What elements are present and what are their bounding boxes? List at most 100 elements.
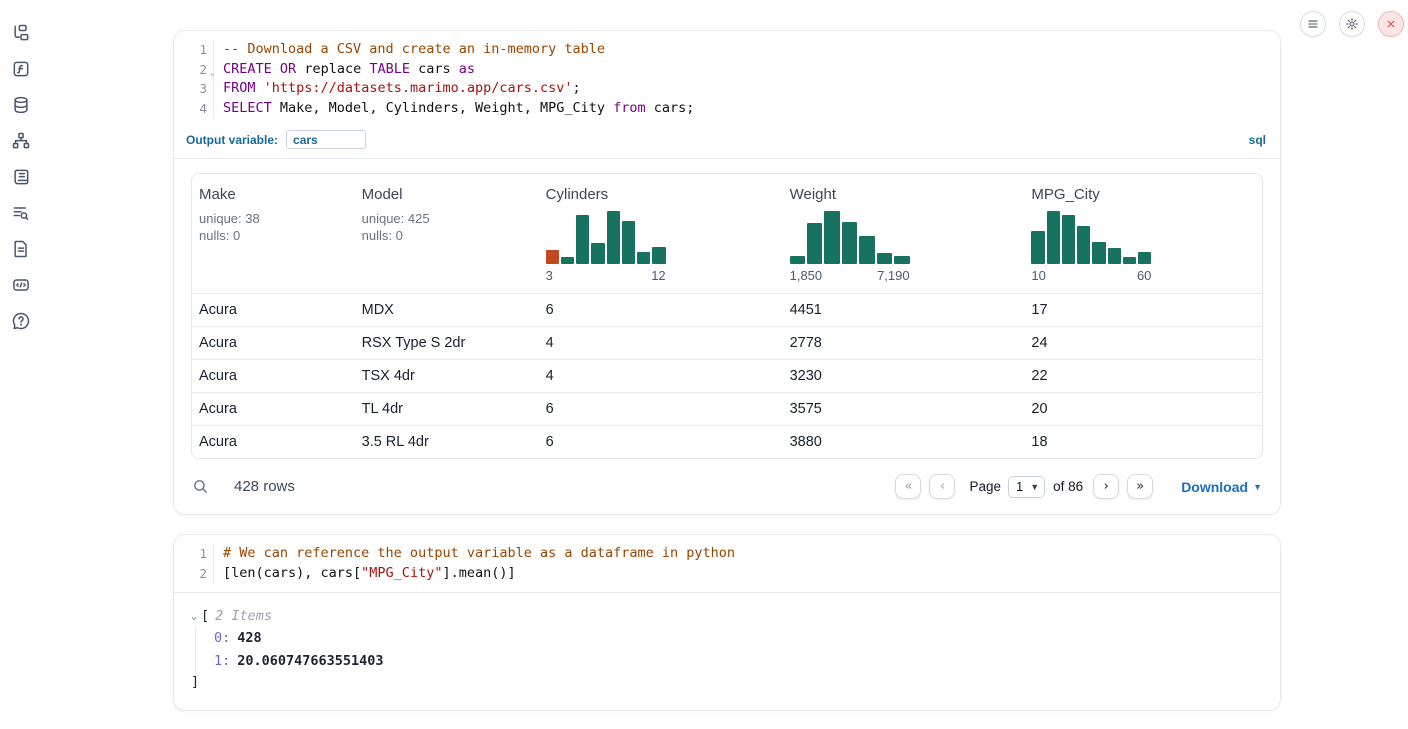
- table-row[interactable]: Acura TSX 4dr 4 3230 22: [192, 359, 1262, 392]
- logs-icon[interactable]: [10, 202, 32, 224]
- download-button[interactable]: Download ▼: [1181, 479, 1262, 495]
- table-cell: Acura: [199, 302, 237, 318]
- file-explorer-icon[interactable]: [10, 22, 32, 44]
- row-count: 428 rows: [234, 478, 295, 495]
- column-name: MPG_City: [1031, 186, 1100, 203]
- histogram-bar: [1031, 230, 1045, 264]
- gear-button[interactable]: [1339, 11, 1365, 37]
- code-line[interactable]: 1 # We can reference the output variable …: [174, 544, 1280, 564]
- line-number: 3: [174, 79, 214, 99]
- table-cell: 4: [545, 368, 554, 384]
- histogram-bar: [789, 255, 806, 264]
- fold-chevron-icon[interactable]: ⌄: [209, 67, 215, 78]
- table-cell: 3880: [789, 434, 822, 450]
- table-row[interactable]: Acura 3.5 RL 4dr 6 3880 18: [192, 425, 1262, 458]
- python-code-editor[interactable]: 1 # We can reference the output variable …: [174, 535, 1280, 593]
- code-text: [len(cars), cars["MPG_City"].mean()]: [223, 564, 516, 581]
- histogram-bar: [576, 215, 590, 264]
- output-variable-bar: Output variable: sql: [174, 127, 1280, 159]
- search-icon[interactable]: [192, 478, 209, 495]
- code-text: SELECT Make, Model, Cylinders, Weight, M…: [223, 99, 695, 116]
- code-line[interactable]: 4 SELECT Make, Model, Cylinders, Weight, …: [174, 98, 1280, 118]
- table-cell: 4: [545, 335, 554, 351]
- column-histogram: 10 60: [1031, 211, 1152, 283]
- column-header-model[interactable]: Model unique: 425 nulls: 0: [355, 186, 539, 283]
- notebook-main: 1 -- Download a CSV and create an in-memo…: [173, 0, 1281, 711]
- column-name: Model: [361, 186, 403, 203]
- column-histogram: 3 12: [545, 211, 666, 283]
- histogram-min-label: 10: [1031, 268, 1046, 283]
- helper-panel-sidebar: [0, 0, 42, 729]
- column-stat: nulls: 0: [199, 227, 241, 243]
- code-line[interactable]: 1 -- Download a CSV and create an in-memo…: [174, 40, 1280, 60]
- table-row[interactable]: Acura MDX 6 4451 17: [192, 293, 1262, 326]
- first-page-button[interactable]: «: [895, 474, 922, 499]
- histogram-max-label: 60: [1136, 268, 1152, 283]
- histogram-bar: [1138, 252, 1152, 264]
- output-variable-input[interactable]: [286, 130, 367, 149]
- datasources-icon[interactable]: [10, 94, 32, 116]
- next-page-button[interactable]: ›: [1093, 474, 1120, 499]
- table-cell: Acura: [199, 401, 237, 417]
- table-row[interactable]: Acura RSX Type S 2dr 4 2778 24: [192, 326, 1262, 359]
- help-icon[interactable]: [10, 310, 32, 332]
- close-icon[interactable]: [1378, 11, 1404, 37]
- histogram-bar: [621, 220, 636, 264]
- tree-item: 1: 20.060747663551403: [214, 650, 1263, 673]
- variables-icon[interactable]: [10, 58, 32, 80]
- prev-page-button[interactable]: ‹: [929, 474, 956, 499]
- column-histogram: 1,850 7,190: [789, 211, 910, 283]
- table-body: Acura MDX 6 4451 17 Acura RSX Type S 2dr 4 2778 2…: [192, 293, 1262, 458]
- menu-button[interactable]: [1300, 11, 1326, 37]
- documentation-icon[interactable]: [10, 238, 32, 260]
- column-header-cylinders[interactable]: Cylinders 3 12: [539, 186, 783, 283]
- python-cell: 1 # We can reference the output variable …: [173, 534, 1281, 711]
- page-select[interactable]: 1 ▼: [1008, 475, 1046, 498]
- sql-code-editor[interactable]: 1 -- Download a CSV and create an in-memo…: [174, 31, 1280, 127]
- histogram-bar: [894, 255, 910, 264]
- table-cell: 20: [1031, 401, 1048, 417]
- column-stat: unique: 425: [361, 211, 430, 226]
- scratchpad-icon[interactable]: [10, 166, 32, 188]
- table-cell: 18: [1031, 434, 1048, 450]
- histogram-bar: [1061, 214, 1076, 264]
- code-line[interactable]: 2 ⌄ CREATE OR replace TABLE cars as: [174, 59, 1280, 79]
- histogram-max-label: 12: [651, 268, 666, 283]
- dependency-graph-icon[interactable]: [10, 130, 32, 152]
- table-cell: 2778: [789, 335, 822, 351]
- pagination: « ‹ Page 1 ▼ of 86 › »: [895, 474, 1161, 499]
- code-line[interactable]: 3 FROM 'https://datasets.marimo.app/cars.…: [174, 79, 1280, 99]
- chevron-down-icon: ▼: [1030, 481, 1040, 492]
- output-variable-label: Output variable:: [186, 132, 279, 147]
- results-table: Make unique: 38 nulls: 0 Model unique: 425 nu…: [191, 173, 1263, 459]
- histogram-bar: [807, 222, 823, 264]
- chevron-down-icon: ▼: [1253, 481, 1262, 492]
- histogram-bar: [545, 250, 559, 264]
- table-cell: 6: [545, 401, 554, 417]
- snippets-icon[interactable]: [10, 274, 32, 296]
- page-label: Page: [969, 479, 1001, 494]
- column-header-mpg_city[interactable]: MPG_City 10 60: [1024, 186, 1262, 283]
- table-cell: TSX 4dr: [361, 368, 415, 384]
- table-cell: 3230: [789, 368, 822, 384]
- table-cell: 22: [1031, 368, 1048, 384]
- line-number: 2 ⌄: [174, 59, 215, 79]
- column-header-make[interactable]: Make unique: 38 nulls: 0: [192, 186, 355, 283]
- column-stat: nulls: 0: [361, 227, 403, 243]
- table-row[interactable]: Acura TL 4dr 6 3575 20: [192, 392, 1262, 425]
- tree-collapse-icon[interactable]: ⌄: [191, 610, 198, 622]
- table-cell: Acura: [199, 368, 237, 384]
- table-cell: RSX Type S 2dr: [361, 335, 466, 351]
- code-text: -- Download a CSV and create an in-memor…: [223, 41, 606, 57]
- line-number: 4: [174, 98, 214, 118]
- line-number: 1: [174, 544, 214, 564]
- tree-item-index: 0:: [214, 630, 231, 647]
- table-cell: Acura: [199, 335, 237, 351]
- histogram-bar: [876, 253, 893, 264]
- histogram-bar: [1077, 225, 1091, 264]
- histogram-bar: [560, 256, 575, 264]
- column-header-weight[interactable]: Weight 1,850 7,190: [783, 186, 1025, 283]
- code-line[interactable]: 2 [len(cars), cars["MPG_City"].mean()]: [174, 563, 1280, 583]
- histogram-bar: [591, 242, 605, 264]
- last-page-button[interactable]: »: [1127, 474, 1154, 499]
